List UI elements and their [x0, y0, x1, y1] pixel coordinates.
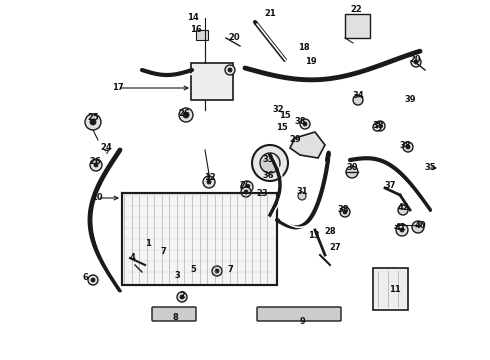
Text: 8: 8 — [172, 312, 178, 321]
Circle shape — [252, 145, 288, 181]
Circle shape — [414, 60, 418, 64]
Text: 41: 41 — [394, 224, 406, 233]
Text: 2: 2 — [179, 291, 185, 300]
Text: 11: 11 — [389, 285, 401, 294]
Bar — [345, 14, 370, 38]
Circle shape — [177, 292, 187, 302]
Circle shape — [378, 124, 382, 128]
Circle shape — [207, 180, 211, 184]
Text: 5: 5 — [190, 266, 196, 274]
Text: 25: 25 — [87, 113, 99, 122]
Circle shape — [225, 65, 235, 75]
Text: 23: 23 — [256, 189, 268, 198]
Text: 7: 7 — [160, 248, 166, 256]
Text: 36: 36 — [262, 171, 274, 180]
Text: 39: 39 — [404, 95, 416, 104]
Text: 34: 34 — [352, 91, 364, 100]
Text: 22: 22 — [350, 5, 362, 14]
Circle shape — [343, 210, 347, 214]
Text: 4: 4 — [129, 253, 135, 262]
Circle shape — [203, 176, 215, 188]
Text: 7: 7 — [227, 265, 233, 274]
Text: 33: 33 — [262, 156, 274, 165]
Circle shape — [183, 112, 189, 118]
Text: 24: 24 — [100, 144, 112, 153]
Text: 35: 35 — [424, 163, 436, 172]
Text: 38: 38 — [337, 206, 349, 215]
Polygon shape — [290, 132, 325, 158]
Text: 10: 10 — [91, 194, 103, 202]
Text: 15: 15 — [279, 111, 291, 120]
Circle shape — [90, 119, 96, 125]
Text: 20: 20 — [228, 33, 240, 42]
Text: 30: 30 — [346, 163, 358, 172]
Circle shape — [340, 207, 350, 217]
Circle shape — [303, 122, 307, 126]
Text: 29: 29 — [289, 135, 301, 144]
Text: 15: 15 — [276, 123, 288, 132]
Circle shape — [403, 142, 413, 152]
Text: 37: 37 — [384, 180, 396, 189]
Circle shape — [376, 126, 378, 128]
Circle shape — [215, 269, 219, 273]
Circle shape — [228, 68, 232, 72]
Text: 42: 42 — [397, 203, 409, 212]
Text: 18: 18 — [298, 44, 310, 53]
Text: 26: 26 — [178, 108, 190, 117]
Circle shape — [85, 114, 101, 130]
Text: 38: 38 — [294, 117, 306, 126]
Text: 31: 31 — [296, 188, 308, 197]
Text: 28: 28 — [324, 228, 336, 237]
Text: 6: 6 — [82, 274, 88, 283]
Circle shape — [88, 275, 98, 285]
Text: 26: 26 — [239, 180, 251, 189]
FancyBboxPatch shape — [152, 307, 196, 321]
Text: 27: 27 — [329, 243, 341, 252]
Circle shape — [241, 187, 251, 197]
Circle shape — [406, 145, 410, 149]
Circle shape — [398, 205, 408, 215]
Text: 21: 21 — [264, 9, 276, 18]
Circle shape — [373, 123, 381, 131]
Bar — [196, 30, 208, 40]
Text: 3: 3 — [174, 270, 180, 279]
Bar — [373, 268, 408, 310]
Text: 16: 16 — [190, 26, 202, 35]
Text: 40: 40 — [414, 220, 426, 230]
Circle shape — [180, 295, 184, 299]
Circle shape — [300, 119, 310, 129]
Circle shape — [298, 192, 306, 200]
Text: 38: 38 — [372, 121, 384, 130]
Circle shape — [244, 190, 248, 194]
Text: 26: 26 — [89, 158, 101, 166]
Text: 12: 12 — [204, 174, 216, 183]
Circle shape — [90, 159, 102, 171]
Text: 20: 20 — [409, 55, 421, 64]
Circle shape — [241, 181, 253, 193]
Text: 14: 14 — [187, 13, 199, 22]
Text: 19: 19 — [305, 58, 317, 67]
Text: 1: 1 — [145, 238, 151, 248]
Text: 38: 38 — [399, 140, 411, 149]
Circle shape — [375, 121, 385, 131]
Text: 9: 9 — [299, 318, 305, 327]
Circle shape — [260, 153, 280, 173]
Circle shape — [91, 278, 95, 282]
Circle shape — [212, 266, 222, 276]
Circle shape — [412, 221, 424, 233]
Text: 32: 32 — [272, 105, 284, 114]
FancyBboxPatch shape — [257, 307, 341, 321]
Circle shape — [245, 185, 249, 189]
Circle shape — [396, 224, 408, 236]
Circle shape — [353, 95, 363, 105]
Text: 13: 13 — [308, 230, 320, 239]
Circle shape — [400, 228, 404, 232]
Bar — [122, 193, 277, 285]
Circle shape — [94, 163, 98, 167]
Bar — [191, 63, 233, 100]
Circle shape — [179, 108, 193, 122]
Circle shape — [411, 57, 421, 67]
Text: 17: 17 — [112, 84, 124, 93]
Circle shape — [346, 166, 358, 178]
